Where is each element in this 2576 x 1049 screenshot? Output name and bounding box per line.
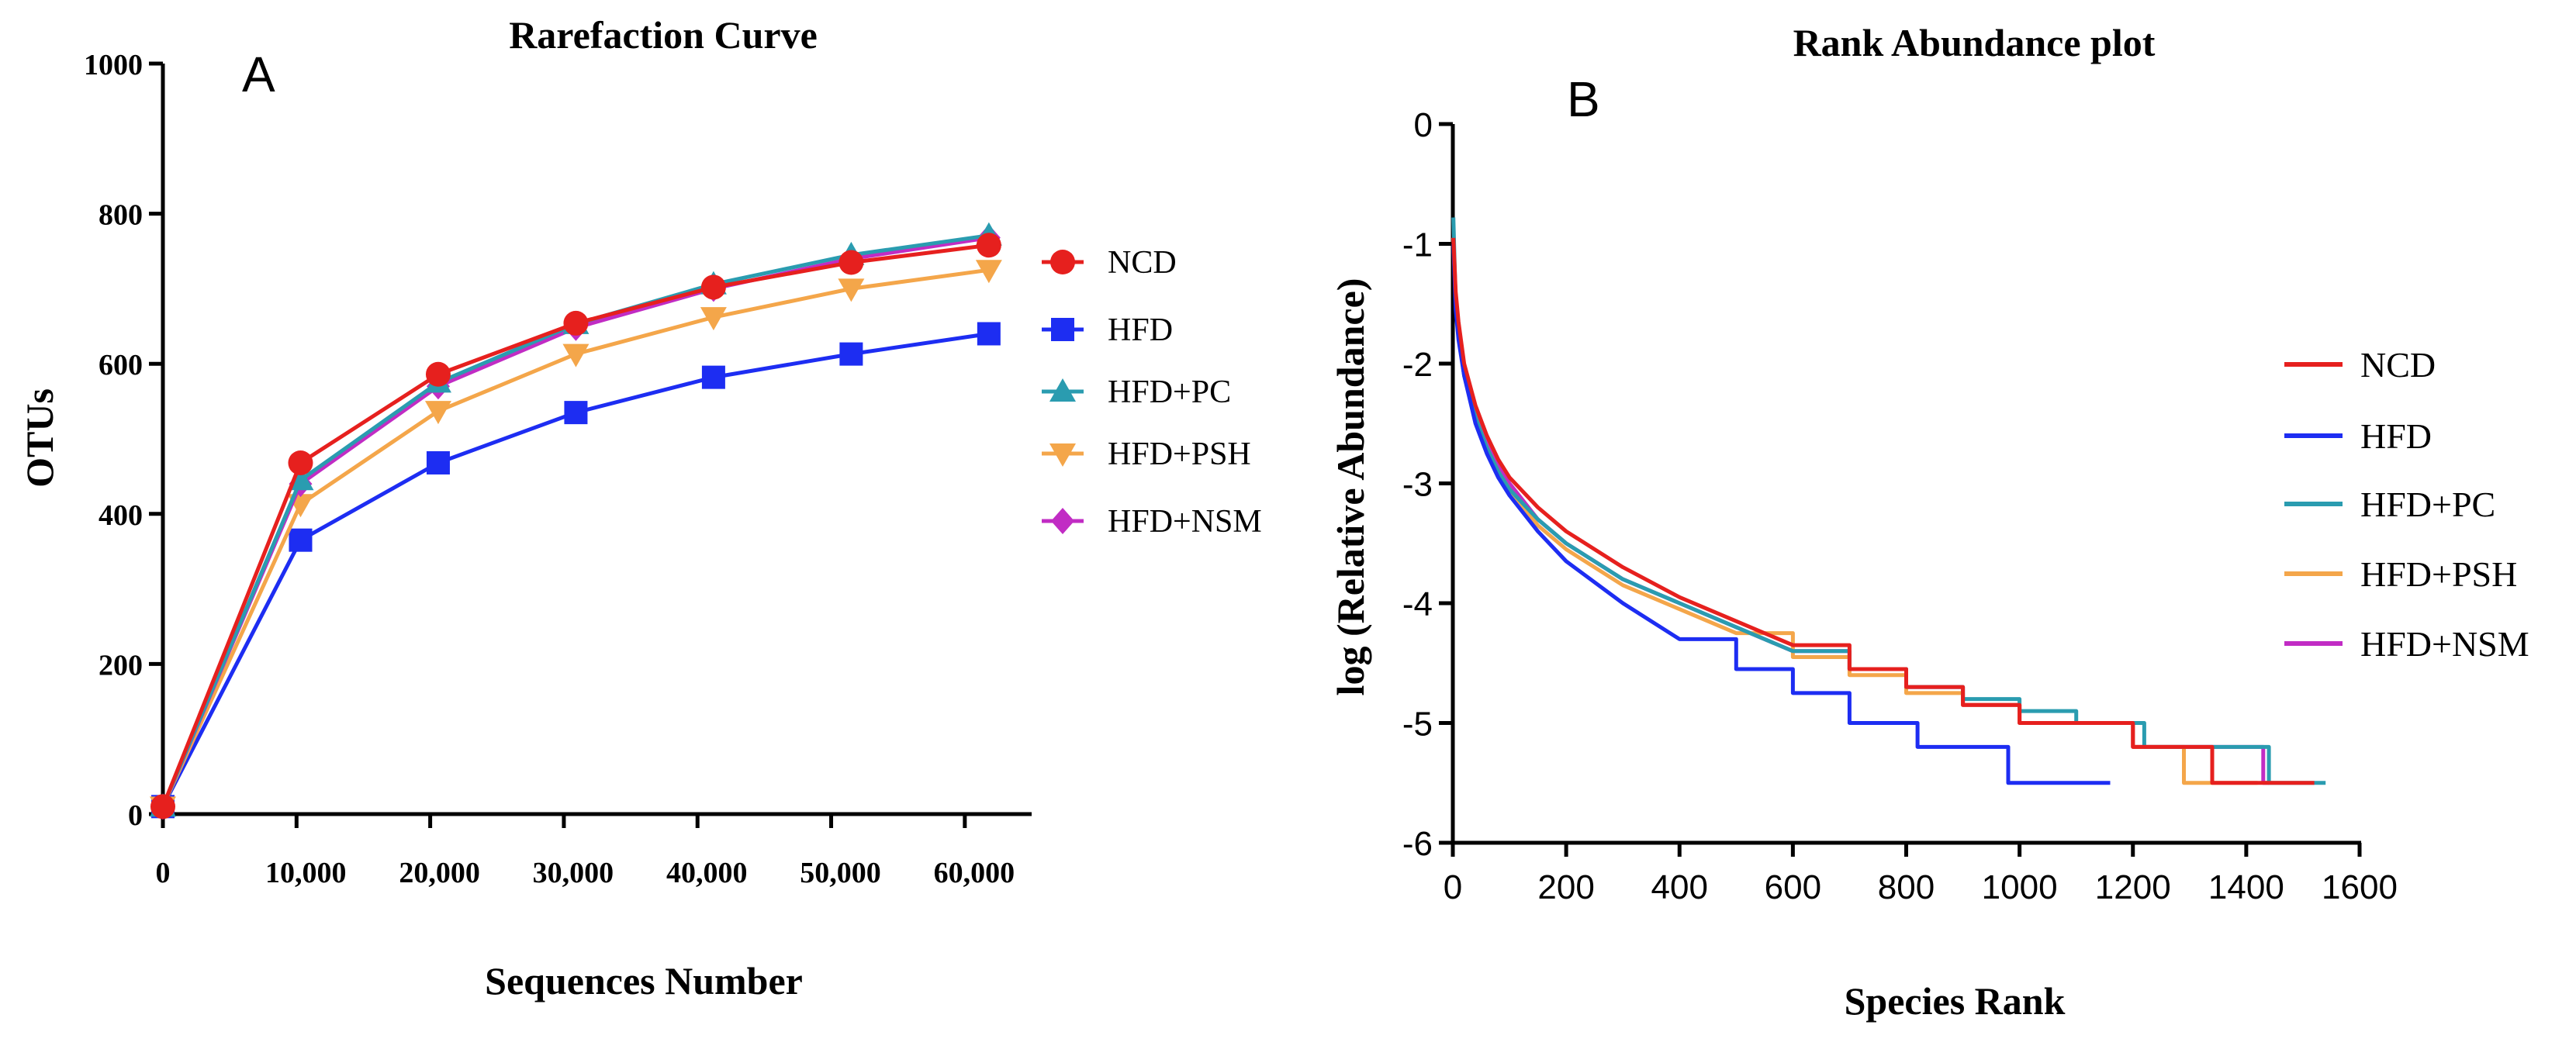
legend-label: HFD+NSM <box>2360 624 2529 664</box>
rarefaction-point <box>838 278 865 302</box>
rank-abundance-series-hfd-nsm <box>1451 237 2270 785</box>
rarefaction-point <box>701 365 725 389</box>
rank-abundance-line <box>1451 243 2111 785</box>
panel-label-a: A <box>242 47 275 102</box>
rank-abundance-y-tick-label: -1 <box>1402 226 1433 264</box>
rarefaction-legend-item: NCD <box>1042 245 1177 281</box>
legend-label: HFD+PC <box>1108 374 1231 410</box>
rarefaction-y-tick-label: 1000 <box>84 49 143 81</box>
rank-abundance-legend-item: HFD <box>2284 416 2432 456</box>
legend-label: NCD <box>1108 245 1177 281</box>
rank-abundance-legend-item: HFD+PC <box>2284 485 2495 524</box>
rarefaction-point <box>562 343 590 367</box>
rank-abundance-legend-item: HFD+PSH <box>2284 554 2517 594</box>
legend-marker <box>1050 250 1075 274</box>
rarefaction-legend-item: HFD+PC <box>1042 374 1231 410</box>
rarefaction-x-tick-label: 20,000 <box>399 857 480 889</box>
rank-abundance-x-tick-label: 0 <box>1444 868 1462 906</box>
rank-abundance-x-tick-label: 200 <box>1537 868 1594 906</box>
rarefaction-point <box>700 274 726 300</box>
rarefaction-point <box>977 322 1001 346</box>
rarefaction-y-tick-label: 0 <box>128 799 143 832</box>
rarefaction-point <box>150 794 175 820</box>
rank-abundance-series-hfd-psh <box>1451 237 2258 785</box>
rank-abundance-series-hfd-pc <box>1451 217 2326 785</box>
rank-abundance-y-tick-label: -3 <box>1402 466 1433 504</box>
rarefaction-legend-item: HFD+NSM <box>1042 504 1262 540</box>
rank-abundance-title: Rank Abundance plot <box>1793 21 2156 64</box>
rarefaction-panel: Rarefaction Curve A OTUs Sequences Numbe… <box>18 13 1262 1002</box>
legend-marker <box>1051 508 1074 534</box>
rank-abundance-line <box>1451 237 2258 785</box>
rank-abundance-y-tick-label: -6 <box>1402 825 1433 863</box>
legend-label: HFD+NSM <box>1108 504 1262 540</box>
rarefaction-y-tick-label: 600 <box>99 349 143 381</box>
rank-abundance-x-tick-label: 1000 <box>1982 868 2058 906</box>
rank-abundance-y-tick-label: -2 <box>1402 346 1433 384</box>
rarefaction-y-tick-label: 800 <box>99 199 143 232</box>
rank-abundance-x-tick-label: 800 <box>1878 868 1935 906</box>
rank-abundance-legend-item: HFD+NSM <box>2284 624 2529 664</box>
rarefaction-point <box>289 528 313 552</box>
rank-abundance-x-tick-label: 1400 <box>2208 868 2284 906</box>
rank-abundance-x-tick-label: 400 <box>1651 868 1708 906</box>
rarefaction-x-tick-label: 60,000 <box>934 857 1015 889</box>
rarefaction-point <box>426 450 450 474</box>
rarefaction-point <box>838 250 864 275</box>
rarefaction-legend-item: HFD <box>1042 312 1173 348</box>
rarefaction-x-tick-label: 40,000 <box>666 857 748 889</box>
rarefaction-point <box>976 233 1001 258</box>
rank-abundance-line <box>1451 217 2326 785</box>
rank-abundance-x-tick-label: 600 <box>1765 868 1821 906</box>
rank-abundance-panel: Rank Abundance plot B log (Relative Abun… <box>1329 21 2529 1023</box>
rarefaction-point <box>424 401 451 425</box>
legend-label: HFD+PSH <box>1108 437 1251 472</box>
rarefaction-legend-item: HFD+PSH <box>1042 437 1251 472</box>
rank-abundance-series-hfd <box>1451 243 2111 785</box>
rank-abundance-x-axis-label: Species Rank <box>1845 979 2066 1023</box>
rarefaction-series-hfd <box>151 322 1001 819</box>
rank-abundance-x-tick-label: 1200 <box>2095 868 2171 906</box>
rank-abundance-y-tick-label: -5 <box>1402 706 1433 744</box>
rank-abundance-y-tick-label: -4 <box>1402 585 1433 623</box>
legend-marker <box>1049 443 1076 467</box>
legend-label: HFD+PC <box>2360 485 2495 524</box>
rarefaction-x-tick-label: 0 <box>156 857 171 889</box>
rarefaction-point <box>700 307 727 331</box>
rarefaction-point <box>288 450 313 475</box>
legend-marker <box>1049 378 1076 402</box>
legend-label: NCD <box>2360 345 2436 385</box>
rarefaction-title: Rarefaction Curve <box>509 13 818 57</box>
rank-abundance-x-tick-label: 1600 <box>2322 868 2398 906</box>
rarefaction-point <box>975 260 1002 284</box>
legend-label: HFD <box>1108 312 1173 348</box>
rarefaction-y-tick-label: 400 <box>99 499 143 532</box>
rank-abundance-y-tick-label: 0 <box>1414 106 1433 144</box>
rank-abundance-line <box>1451 237 2270 785</box>
rarefaction-y-axis-label: OTUs <box>18 388 61 488</box>
legend-marker <box>1051 318 1074 341</box>
rarefaction-x-axis-label: Sequences Number <box>485 959 803 1002</box>
rarefaction-point <box>839 342 863 366</box>
panel-label-b: B <box>1567 71 1600 127</box>
rank-abundance-y-axis-label: log (Relative Abundance) <box>1329 278 1372 696</box>
legend-label: HFD <box>2360 416 2432 456</box>
rank-abundance-legend-item: NCD <box>2284 345 2436 385</box>
rarefaction-point <box>564 401 588 425</box>
rarefaction-y-tick-label: 200 <box>99 649 143 682</box>
rarefaction-x-tick-label: 10,000 <box>265 857 347 889</box>
rarefaction-point <box>425 361 451 387</box>
rarefaction-point <box>563 310 589 336</box>
rarefaction-x-tick-label: 50,000 <box>800 857 881 889</box>
rarefaction-x-tick-label: 30,000 <box>533 857 614 889</box>
legend-label: HFD+PSH <box>2360 554 2517 594</box>
rank-abundance-series-ncd <box>1451 237 2315 785</box>
rarefaction-series-ncd <box>150 233 1001 820</box>
rank-abundance-line <box>1451 237 2315 785</box>
